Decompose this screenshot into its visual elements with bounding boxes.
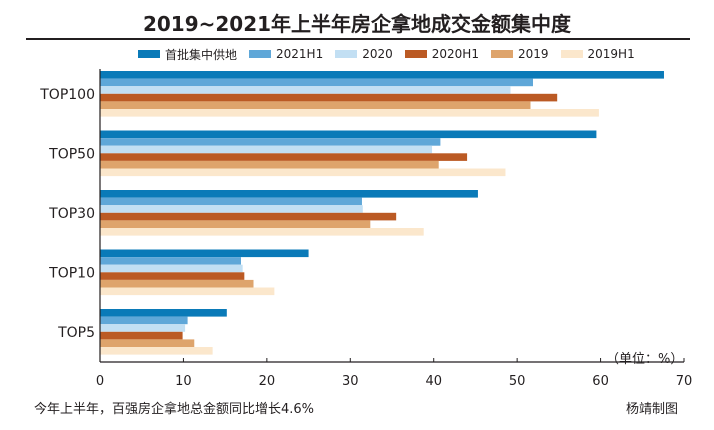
- legend-item: 2020: [335, 47, 393, 61]
- bar: [100, 257, 241, 265]
- bar: [100, 272, 245, 280]
- category-label: TOP30: [48, 206, 95, 222]
- legend-item: 2021H1: [249, 47, 323, 61]
- bar: [100, 324, 186, 332]
- bar: [100, 339, 195, 347]
- x-tick-label: 0: [96, 374, 104, 389]
- bar: [100, 264, 243, 273]
- x-tick-label: 10: [175, 374, 192, 389]
- legend-label: 首批集中供地: [165, 47, 238, 62]
- legend-item: 2019: [490, 47, 549, 61]
- category-label: TOP5: [57, 325, 95, 341]
- chart-title: 2019~2021年上半年房企拿地成交金额集中度: [142, 12, 572, 36]
- bar: [100, 101, 531, 109]
- bar: [100, 212, 397, 221]
- bar: [100, 228, 424, 236]
- bar: [100, 168, 506, 177]
- bar: [100, 279, 254, 288]
- bar: [100, 145, 433, 154]
- bar: [100, 220, 371, 228]
- bar: [100, 309, 227, 317]
- legend-item: 2019H1: [560, 47, 635, 61]
- x-tick-label: 40: [425, 374, 442, 389]
- bar: [100, 287, 275, 296]
- legend-swatch: [560, 50, 583, 58]
- x-tick-label: 60: [592, 374, 609, 389]
- bar: [100, 138, 441, 146]
- category-label: TOP10: [48, 265, 95, 281]
- bar: [100, 190, 478, 198]
- credit: 杨靖制图: [626, 402, 679, 417]
- bar: [100, 153, 468, 161]
- title-underline: [26, 38, 690, 40]
- legend-item: 2020H1: [404, 47, 479, 61]
- footnote: 今年上半年，百强房企拿地总金额同比增长4.6%: [34, 402, 315, 417]
- x-tick-label: 20: [259, 374, 276, 389]
- bar: [100, 109, 599, 117]
- legend-label: 2019H1: [587, 47, 635, 61]
- legend-label: 2019: [517, 47, 549, 61]
- bar: [100, 160, 439, 169]
- legend-label: 2020H1: [431, 47, 479, 61]
- legend-swatch: [138, 50, 160, 58]
- legend-swatch: [404, 50, 427, 58]
- bar: [100, 205, 363, 213]
- bar: [100, 331, 183, 340]
- legend-item: 首批集中供地: [138, 46, 237, 63]
- x-tick-label: 50: [509, 374, 526, 389]
- legend-label: 2020: [362, 47, 393, 61]
- bar: [100, 347, 213, 355]
- bar: [100, 93, 558, 102]
- category-label: TOP100: [39, 87, 95, 103]
- legend-swatch: [490, 50, 513, 58]
- bar: [100, 316, 188, 325]
- x-tick-label: 30: [342, 374, 359, 389]
- legend-swatch: [249, 50, 272, 58]
- legend-label: 2021H1: [276, 47, 324, 61]
- unit-label: （单位：%）: [606, 352, 684, 367]
- legend-swatch: [335, 50, 358, 58]
- category-label: TOP50: [48, 146, 95, 162]
- bar: [100, 71, 664, 79]
- bar: [100, 78, 533, 87]
- x-tick-label: 70: [676, 374, 693, 389]
- bar: [100, 130, 597, 139]
- legend: 首批集中供地 2021H1 2020 2020H1 2019 2019H1: [138, 44, 647, 64]
- bar: [100, 86, 511, 94]
- bar: [100, 197, 362, 206]
- bar: [100, 249, 309, 258]
